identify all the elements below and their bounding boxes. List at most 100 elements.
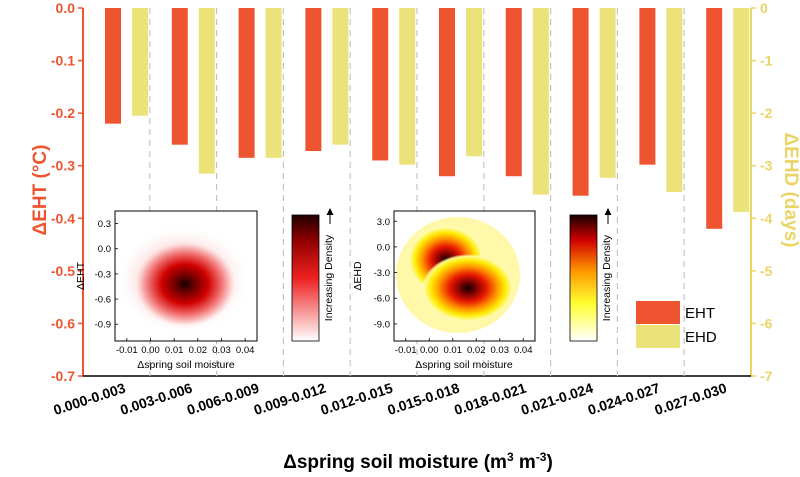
x-axis-label-main: Δspring soil moisture (m: [283, 452, 507, 473]
bar-eht: [639, 8, 656, 165]
inset-ytick-label: -0.3: [95, 269, 111, 280]
y-right-tick-label: -1: [760, 53, 773, 69]
x-axis-label-sup1: 3: [507, 450, 514, 464]
inset-xtick-label: 0.03: [212, 345, 231, 356]
inset2-colorbar: [569, 214, 598, 342]
y-right-tick-label: -3: [760, 158, 773, 174]
category-label: 0.024-0.027: [586, 380, 662, 418]
y-right-tick-label: -7: [760, 368, 773, 384]
bar-ehd: [466, 8, 482, 157]
bar-eht: [439, 8, 455, 177]
inset-eht-heatmap: 0.3 0.0 -0.3 -0.6 -0.9 -0.01 0.00 0.01 0.02 0.03…: [75, 208, 335, 371]
inset-xtick-label: 0.00: [141, 345, 160, 356]
inset-ytick-label: 3.0: [377, 217, 390, 228]
inset-ehd-heatmap: 3.0 0.0 -3.0 -6.0 -9.0 -0.01 0.00 0.01 0.02 0.03…: [352, 208, 613, 371]
bars: [105, 8, 750, 229]
y-axis-left-label: ΔEHT (°C): [30, 145, 51, 236]
inset-ytick-label: -6.0: [374, 294, 390, 305]
y-right-tick-label: -6: [760, 315, 773, 331]
inset1-density-core: [133, 240, 237, 328]
inset-xtick-label: 0.04: [514, 345, 533, 356]
inset1-xticks: -0.01 0.00 0.01 0.02 0.03 0.04: [116, 338, 254, 356]
x-axis-label: Δspring soil moisture (m3 m-3): [283, 450, 553, 473]
y-right-tick-label: 0: [760, 0, 768, 16]
inset1-xlabel: Δspring soil moisture: [137, 359, 235, 371]
legend: EHT EHD: [636, 301, 717, 348]
x-axis-label-sup2: -3: [536, 450, 547, 464]
legend-label-ehd: EHD: [685, 329, 717, 346]
inset2-yticks: 3.0 0.0 -3.0 -6.0 -9.0: [374, 217, 397, 330]
inset2-ylabel: ΔEHD: [352, 261, 364, 291]
inset2-density: [396, 217, 520, 333]
bar-ehd: [599, 8, 616, 178]
y-left-tick-label: -0.3: [51, 158, 75, 174]
bar-eht: [372, 8, 389, 161]
inset-ytick-label: 0.3: [98, 219, 111, 230]
category-labels: 0.000-0.0030.003-0.0060.006-0.0090.009-0…: [51, 380, 728, 418]
inset1-frame: [114, 210, 258, 342]
y-left-tick-label: -0.6: [51, 315, 75, 331]
category-label: 0.012-0.015: [319, 380, 395, 418]
inset-ytick-label: -0.9: [95, 320, 111, 331]
inset-xtick-label: 0.02: [189, 345, 208, 356]
bar-ehd: [733, 8, 750, 212]
inset1-colorbar-label: Increasing Density: [323, 234, 335, 321]
bar-eht: [505, 8, 522, 177]
inset2-frame: [393, 210, 536, 342]
inset1-density: [115, 225, 251, 335]
category-label: 0.003-0.006: [118, 380, 194, 418]
x-axis-label-mid: m: [514, 452, 536, 473]
bar-ehd: [265, 8, 282, 158]
inset1-yticks: 0.3 0.0 -0.3 -0.6 -0.9: [95, 219, 118, 331]
inset-ytick-label: 0.0: [98, 244, 111, 255]
inset1-colorbar: [291, 214, 320, 342]
y-left-tick-label: -0.1: [51, 53, 75, 69]
inset-xtick-label: 0.01: [444, 345, 463, 356]
y-right-tick-label: -2: [760, 105, 773, 121]
inset-ytick-label: -9.0: [374, 319, 390, 330]
bar-eht: [238, 8, 255, 158]
category-label: 0.027-0.030: [653, 380, 729, 418]
category-label: 0.021-0.024: [519, 380, 595, 418]
bar-ehd: [666, 8, 683, 192]
category-label: 0.015-0.018: [385, 380, 461, 418]
bar-ehd: [132, 8, 148, 116]
bar-ehd: [532, 8, 549, 195]
category-label: 0.018-0.021: [452, 380, 528, 418]
legend-swatch-eht: [636, 301, 680, 324]
y-right-tick-label: -5: [760, 263, 773, 279]
y-left-tick-label: -0.2: [51, 105, 75, 121]
inset1-ylabel: ΔEHT: [75, 261, 87, 290]
inset-xtick-label: 0.03: [491, 345, 510, 356]
y-left-tick-label: 0.0: [56, 0, 76, 16]
axis-ticks: 0.0 -0.1 -0.2 -0.3 -0.4 -0.5 -0.6 -0.7 0 -1 -2 -3 -4…: [51, 0, 773, 384]
inset-xtick-label: 0.02: [467, 345, 486, 356]
legend-label-eht: EHT: [685, 305, 715, 322]
inset2-density-lower: [422, 254, 514, 322]
bar-eht: [305, 8, 322, 151]
bar-ehd: [399, 8, 416, 165]
inset2-colorbar-arrowhead: [604, 208, 612, 215]
inset-xtick-label: -0.01: [395, 345, 417, 356]
legend-swatch-ehd: [636, 325, 680, 348]
inset2-xticks: -0.01 0.00 0.01 0.02 0.03 0.04: [395, 338, 533, 356]
bar-eht: [105, 8, 121, 124]
category-label: 0.009-0.012: [252, 380, 328, 418]
bar-eht: [171, 8, 188, 145]
y-left-tick-label: -0.7: [51, 368, 75, 384]
inset1-colorbar-arrowhead: [326, 208, 334, 215]
inset-ytick-label: 0.0: [377, 242, 390, 253]
inset2-colorbar-label: Increasing Density: [601, 234, 613, 321]
bar-ehd: [198, 8, 215, 174]
inset-xtick-label: -0.01: [116, 345, 138, 356]
bar-ehd: [332, 8, 349, 145]
inset-xtick-label: 0.01: [165, 345, 184, 356]
inset-xtick-label: 0.04: [236, 345, 255, 356]
inset-xtick-label: 0.00: [420, 345, 439, 356]
inset2-xlabel: Δspring soil moisture: [415, 359, 513, 371]
category-label: 0.000-0.003: [51, 380, 127, 418]
y-left-tick-label: -0.5: [51, 263, 75, 279]
inset-ytick-label: -0.6: [95, 295, 111, 306]
category-label: 0.006-0.009: [185, 380, 261, 418]
